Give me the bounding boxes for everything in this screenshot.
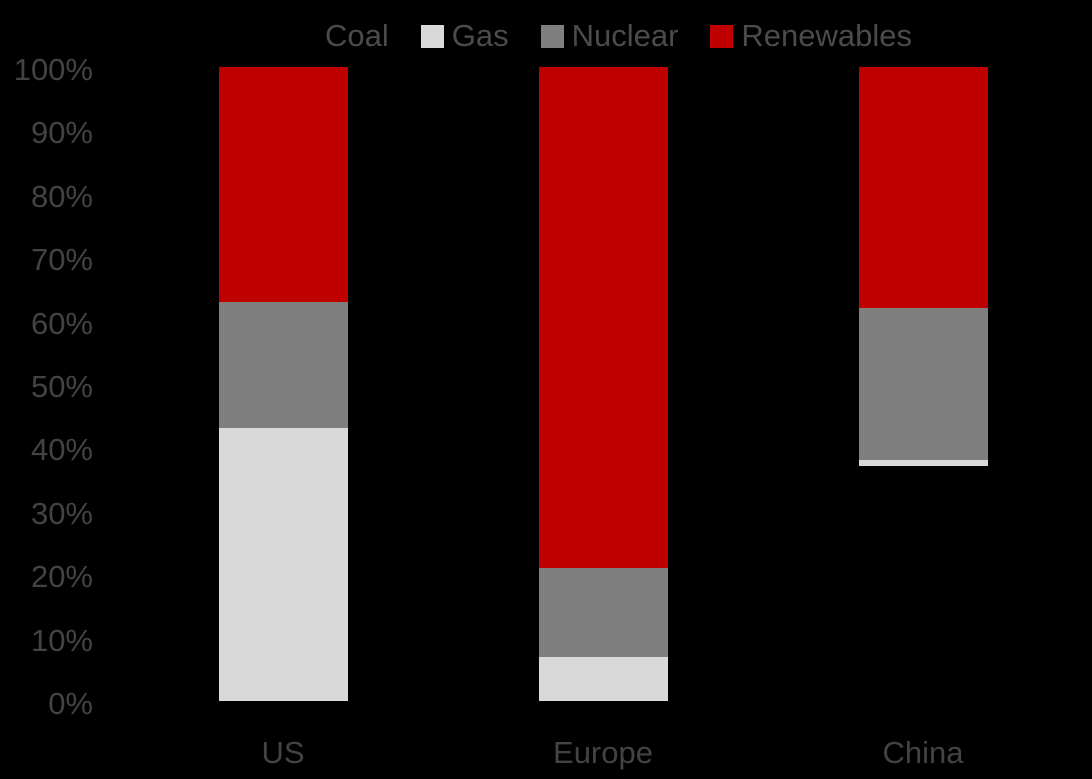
bar-segment-china-nuclear — [858, 307, 988, 461]
legend-swatch-renewables — [710, 24, 734, 48]
y-tick-90: 90% — [30, 115, 93, 151]
legend-swatch-coal — [293, 24, 317, 48]
bar-segment-china-coal — [858, 466, 988, 701]
legend: Coal Gas Nuclear Renewables — [123, 17, 1083, 55]
y-tick-0: 0% — [48, 686, 93, 721]
y-tick-80: 80% — [30, 178, 93, 214]
legend-swatch-gas — [420, 24, 444, 48]
y-tick-20: 20% — [30, 559, 93, 595]
y-tick-10: 10% — [30, 622, 93, 658]
y-tick-60: 60% — [30, 305, 93, 341]
bar-segment-europe-renewables — [538, 67, 668, 568]
y-tick-100: 100% — [13, 52, 93, 87]
bar-china — [858, 67, 988, 701]
bar-segment-china-renewables — [858, 67, 988, 308]
y-tick-70: 70% — [30, 242, 93, 278]
x-label-china: China — [882, 735, 964, 770]
legend-item-gas: Gas — [420, 18, 509, 54]
x-label-us: US — [261, 735, 305, 770]
bar-segment-china-gas — [858, 460, 988, 467]
y-axis: 0% 10% 20% 30% 40% 50% 60% 70% 80% 90% 100% — [0, 0, 103, 779]
legend-swatch-nuclear — [540, 24, 564, 48]
bar-us — [218, 67, 348, 701]
bar-europe — [538, 67, 668, 701]
x-label-europe: Europe — [553, 735, 653, 770]
bar-segment-europe-gas — [538, 656, 668, 701]
legend-item-renewables: Renewables — [710, 18, 912, 54]
legend-label-nuclear: Nuclear — [571, 18, 679, 53]
bar-segment-europe-nuclear — [538, 567, 668, 657]
legend-item-coal: Coal — [293, 18, 389, 54]
bar-segment-us-nuclear — [218, 301, 348, 429]
legend-label-gas: Gas — [451, 18, 509, 53]
legend-label-renewables: Renewables — [741, 18, 913, 53]
y-tick-50: 50% — [30, 369, 93, 404]
bar-segment-us-gas — [218, 428, 348, 701]
bar-segment-us-renewables — [218, 67, 348, 302]
legend-label-coal: Coal — [324, 18, 389, 53]
y-tick-40: 40% — [30, 432, 93, 468]
x-axis: US Europe China — [0, 734, 1092, 774]
legend-item-nuclear: Nuclear — [540, 18, 679, 54]
y-tick-30: 30% — [30, 495, 93, 531]
plot-area — [123, 67, 1083, 701]
